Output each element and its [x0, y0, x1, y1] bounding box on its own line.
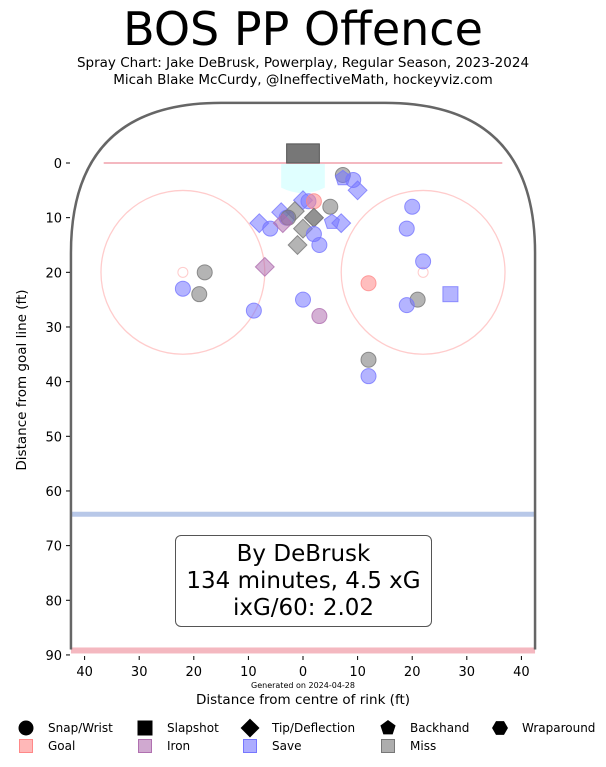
shot-marker-save-circle: [311, 236, 328, 253]
y-tick-label: 40: [45, 376, 62, 391]
faceoff-circle: [340, 189, 506, 355]
shot-marker-save-circle: [404, 198, 421, 215]
x-tick-label: 10: [349, 665, 366, 680]
generated-date: Generated on 2024-04-28: [251, 681, 355, 690]
x-tick-label: 10: [240, 665, 257, 680]
shot-marker-save-circle: [295, 291, 311, 308]
legend-square-icon: [137, 720, 153, 736]
legend-pentagon-icon: [380, 719, 396, 735]
x-tick-label: 40: [76, 665, 93, 680]
legend-iron-swatch-icon: [138, 739, 152, 753]
legend-icons: [18, 718, 508, 753]
shot-marker-save-circle: [398, 297, 415, 314]
shot-marker-miss-diamond: [292, 218, 314, 239]
legend-label: Iron: [167, 739, 191, 753]
legend-label: Goal: [48, 739, 76, 753]
shot-marker-iron-diamond: [254, 256, 275, 277]
summary-ixg60: ixG/60: 2.02: [232, 595, 375, 621]
shot-marker-miss-circle: [191, 286, 208, 303]
shot-marker-save-square: [442, 286, 459, 303]
y-tick-label: 70: [45, 540, 62, 555]
blue-line: [70, 511, 536, 517]
shot-marker-iron-circle: [311, 308, 328, 325]
shot-marker-miss-circle: [196, 264, 213, 281]
shot-marker-miss-circle: [322, 198, 339, 215]
shot-marker-save-circle: [262, 220, 279, 237]
legend-label: Backhand: [410, 721, 470, 735]
legend-diamond-icon: [240, 718, 260, 738]
y-tick-label: 50: [45, 430, 62, 445]
y-tick-label: 90: [45, 649, 62, 664]
shot-marker-miss-circle: [360, 351, 377, 368]
y-tick-label: 60: [45, 485, 62, 500]
legend-label: Slapshot: [167, 721, 219, 735]
summary-box: By DeBrusk 134 minutes, 4.5 xG ixG/60: 2…: [175, 535, 432, 627]
legend-save-swatch-icon: [243, 739, 257, 753]
summary-player: By DeBrusk: [236, 541, 371, 567]
legend-label: Snap/Wrist: [48, 721, 113, 735]
x-tick-label: 0: [299, 665, 307, 680]
shot-marker-miss-diamond: [287, 234, 308, 256]
faceoff-dot: [177, 266, 189, 278]
shot-marker-save-diamond: [347, 180, 368, 201]
x-tick-label: 30: [459, 665, 476, 680]
centre-line: [70, 647, 536, 654]
goal-net: [286, 143, 320, 164]
shot-marker-save-circle: [415, 253, 432, 270]
x-tick-label: 20: [404, 665, 421, 680]
legend-label: Wraparound: [522, 721, 596, 735]
chart-credit: Micah Blake McCurdy, @IneffectiveMath, h…: [113, 72, 493, 88]
shot-markers: [174, 167, 459, 385]
shot-marker-iron-diamond: [272, 213, 293, 234]
x-tick-label: 30: [131, 665, 148, 680]
x-tick-label: 20: [186, 665, 203, 680]
shot-marker-save-diamond: [331, 213, 352, 234]
legend-label: Save: [272, 739, 302, 753]
shot-marker-save-circle: [174, 280, 191, 297]
x-tick-label: 40: [513, 665, 530, 680]
shot-marker-save-circle: [398, 220, 415, 237]
shot-marker-goal-circle: [305, 193, 322, 210]
y-axis-label: Distance from goal line (ft): [14, 289, 30, 471]
shot-marker-save-circle: [245, 302, 262, 319]
y-tick-label: 20: [45, 266, 62, 281]
x-axis-label: Distance from centre of rink (ft): [195, 692, 411, 708]
axis-ticks: 0 10 20 30 40 50 60 70 80 90 40 30 20 10 0 10 20 30 40: [45, 157, 529, 680]
y-tick-label: 30: [45, 321, 62, 336]
y-tick-label: 80: [45, 594, 62, 609]
shot-marker-save-circle: [360, 368, 377, 385]
chart-subtitle: Spray Chart: Jake DeBrusk, Powerplay, Re…: [76, 55, 530, 71]
legend-miss-swatch-icon: [381, 739, 395, 753]
legend-circle-icon: [18, 720, 34, 736]
shot-marker-save-diamond: [249, 213, 270, 234]
legend-label: Tip/Deflection: [272, 721, 356, 735]
summary-minutes-xg: 134 minutes, 4.5 xG: [186, 568, 421, 594]
legend-goal-swatch-icon: [19, 739, 33, 753]
boards: [69, 101, 537, 650]
legend-hexagon-icon: [492, 721, 508, 735]
legend-label: Miss: [410, 739, 437, 753]
chart-title: BOS PP Offence: [123, 2, 483, 56]
y-tick-label: 0: [54, 157, 62, 172]
goal-crease: [281, 163, 325, 194]
shot-marker-goal-circle: [360, 275, 377, 292]
y-tick-label: 10: [45, 212, 62, 227]
